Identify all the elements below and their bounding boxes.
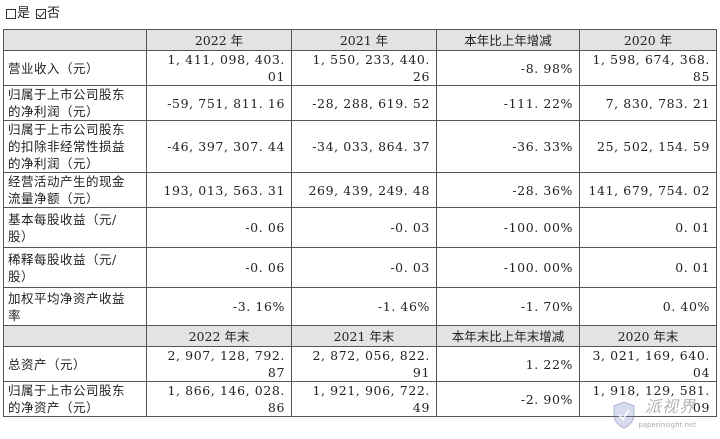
row-label-line: 加权平均净资产收益 [8, 290, 126, 306]
table-row: 归属于上市公司股东 的净资产（元） 1, 866, 146, 028. 86 1, 9… [3, 381, 717, 417]
row-label-line: 股） [8, 268, 35, 284]
table-row: 归属于上市公司股东 的净利润（元） -59, 751, 811. 16 -28, 28… [3, 85, 717, 121]
value-cell: 2, 907, 128, 792. 87 [146, 346, 292, 382]
row-label: 加权平均净资产收益率 [3, 287, 147, 326]
header-cell: 本年比上年增减 [436, 29, 580, 51]
value-cell: -59, 751, 811. 16 [146, 85, 292, 121]
header-cell: 2022 年末 [146, 325, 292, 347]
value-cell: 7, 830, 783. 21 [579, 85, 717, 121]
value-cell: -36. 33% [436, 120, 580, 173]
financial-summary-table: 2022 年 2021 年本年比上年增减 2020 年营业收入（元） 1, 411, … [3, 29, 717, 417]
row-label-line: 率 [8, 307, 22, 323]
value-cell: -0. 03 [291, 207, 437, 248]
header-cell: 2021 年 [291, 29, 437, 51]
header-cell: 2022 年 [146, 29, 292, 51]
row-label-line: 股） [8, 228, 35, 244]
table-row: 基本每股收益（元/股） -0. 06 -0. 03 -100. 00% 0. 01 [3, 207, 717, 248]
row-label: 营业收入（元） [3, 50, 147, 86]
table-row: 营业收入（元） 1, 411, 098, 403. 01 1, 550, 233, … [3, 50, 717, 86]
header-cell [3, 29, 147, 51]
value-cell: 0. 01 [579, 247, 717, 288]
value-cell: 193, 013, 563. 31 [146, 172, 292, 208]
yes-no-checkboxes: 是 否 [6, 4, 64, 24]
row-label: 归属于上市公司股东 的净利润（元） [3, 85, 147, 121]
row-label: 总资产（元） [3, 346, 147, 382]
checkbox-square-icon[interactable] [6, 9, 16, 19]
value-cell: -1. 46% [291, 287, 437, 326]
value-cell: -28. 36% [436, 172, 580, 208]
value-cell: -3. 16% [146, 287, 292, 326]
value-cell: 25, 502, 154. 59 [579, 120, 717, 173]
value-cell: 1. 22% [436, 346, 580, 382]
value-cell: 3, 021, 169, 640. 04 [579, 346, 717, 382]
value-cell: 1, 918, 129, 581. 09 [579, 381, 717, 417]
value-cell: -100. 00% [436, 247, 580, 288]
header-cell: 本年末比上年末增减 [436, 325, 580, 347]
value-cell: 269, 439, 249. 48 [291, 172, 437, 208]
row-label-line: 的净利润（元） [8, 156, 100, 171]
row-label: 稀释每股收益（元/股） [3, 247, 147, 288]
table-row: 总资产（元） 2, 907, 128, 792. 87 2, 872, 056, 8… [3, 346, 717, 382]
row-label-line: 总资产（元） [8, 356, 87, 372]
value-cell: -2. 90% [436, 381, 580, 417]
value-cell: 1, 411, 098, 403. 01 [146, 50, 292, 86]
value-cell: -46, 397, 307. 44 [146, 120, 292, 173]
row-label-line: 的净资产（元） [8, 400, 100, 415]
row-label-line: 经营活动产生的现金 [8, 174, 126, 189]
row-label-line: 归属于上市公司股东 [8, 383, 126, 398]
header-cell: 2020 年 [579, 29, 717, 51]
value-cell: 2, 872, 056, 822. 91 [291, 346, 437, 382]
checkbox-yes[interactable]: 是 [6, 4, 30, 24]
value-cell: -34, 033, 864. 37 [291, 120, 437, 173]
table-row: 经营活动产生的现金 流量净额（元） 193, 013, 563. 31 269, 43… [3, 172, 717, 208]
value-cell: 1, 866, 146, 028. 86 [146, 381, 292, 417]
value-cell: 1, 598, 674, 368. 85 [579, 50, 717, 86]
table-row: 稀释每股收益（元/股） -0. 06 -0. 03 -100. 00% 0. 01 [3, 247, 717, 288]
table-row: 加权平均净资产收益率 -3. 16% -1. 46% -1. 70% 0. 40% [3, 287, 717, 326]
row-label-line: 的扣除非经常性损益 [8, 139, 126, 154]
value-cell: -111. 22% [436, 85, 580, 121]
header-row-years: 2022 年 2021 年本年比上年增减 2020 年 [3, 29, 717, 51]
value-cell: -0. 06 [146, 207, 292, 248]
row-label-line: 营业收入（元） [8, 60, 100, 76]
row-label-line: 的净利润（元） [8, 104, 100, 119]
row-label-line: 稀释每股收益（元/ [8, 251, 117, 267]
row-label-line: 流量净额（元） [8, 191, 100, 206]
value-cell: 0. 40% [579, 287, 717, 326]
checkbox-no-label: 否 [47, 6, 61, 21]
header-cell [3, 325, 147, 347]
checkbox-no[interactable]: 否 [36, 4, 60, 24]
value-cell: 0. 01 [579, 207, 717, 248]
row-label: 归属于上市公司股东 的扣除非经常性损益 的净利润（元） [3, 120, 147, 173]
header-cell: 2020 年末 [579, 325, 717, 347]
value-cell: -100. 00% [436, 207, 580, 248]
value-cell: -28, 288, 619. 52 [291, 85, 437, 121]
header-cell: 2021 年末 [291, 325, 437, 347]
value-cell: -0. 06 [146, 247, 292, 288]
row-label-line: 归属于上市公司股东 [8, 122, 126, 137]
checkbox-checked-icon[interactable] [36, 9, 47, 19]
row-label-line: 归属于上市公司股东 [8, 87, 126, 102]
header-row-year-end: 2022 年末 2021 年末 本年末比上年末增减 2020 年末 [3, 325, 717, 347]
value-cell: 1, 921, 906, 722. 49 [291, 381, 437, 417]
row-label: 归属于上市公司股东 的净资产（元） [3, 381, 147, 417]
row-label: 经营活动产生的现金 流量净额（元） [3, 172, 147, 208]
value-cell: 1, 550, 233, 440. 26 [291, 50, 437, 86]
watermark-url: paperinsight.net [638, 421, 696, 429]
value-cell: -1. 70% [436, 287, 580, 326]
row-label-line: 基本每股收益（元/ [8, 211, 117, 227]
checkbox-yes-label: 是 [17, 6, 31, 21]
value-cell: -0. 03 [291, 247, 437, 288]
row-label: 基本每股收益（元/股） [3, 207, 147, 248]
value-cell: -8. 98% [436, 50, 580, 86]
value-cell: 141, 679, 754. 02 [579, 172, 717, 208]
table-row: 归属于上市公司股东 的扣除非经常性损益 的净利润（元） -46, 397, 307. … [3, 120, 717, 173]
